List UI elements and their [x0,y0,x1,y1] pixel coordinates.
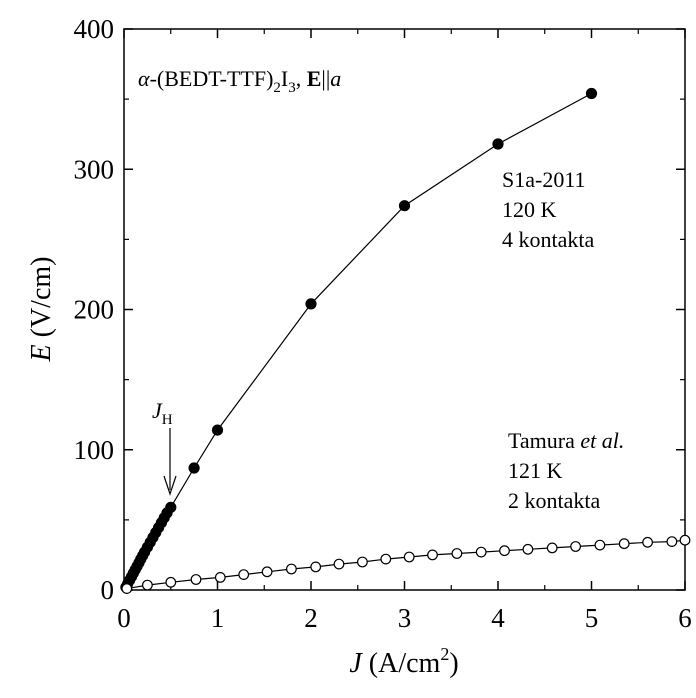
series-2-point [122,584,132,594]
y-axis-title: E (V/cm) [26,257,57,363]
y-tick-label: 400 [74,14,115,44]
x-tick-label: 3 [398,603,412,633]
series-lines [126,94,685,589]
series-2-point [571,542,581,552]
series-2-point [191,575,201,585]
series-points [121,89,690,594]
jh-label: JH [152,398,173,428]
series-2-point [595,540,605,550]
x-tick-label: 6 [678,603,692,633]
series-1-point [166,502,176,512]
series-2-point [428,550,438,560]
series-1-point [400,201,410,211]
series-2-point [381,554,391,564]
series-2-point [287,564,297,574]
series-1-point [306,299,316,309]
series-2-point [143,580,153,590]
sample-temperature: 120 K [502,197,557,222]
y-tick-label: 100 [74,435,115,465]
y-tick-label: 200 [74,295,115,325]
x-axis-title: J (A/cm2) [349,644,458,679]
series-2-point [358,557,368,567]
x-tick-label: 5 [585,603,599,633]
sample-name: S1a-2011 [502,167,586,192]
series-1-point [587,89,597,99]
sample-annotation: S1a-2011 120 K 4 kontakta [502,167,594,252]
series-2-point [500,546,510,556]
series-2-point [166,578,176,588]
series-2-point [667,537,677,547]
series-2-point [239,570,249,580]
reference-temperature: 121 K [508,458,563,483]
series-2-point [404,552,414,562]
plot-frame [124,29,685,590]
x-tick-label: 2 [304,603,318,633]
y-tick-label: 0 [101,575,115,605]
reference-annotation: Tamura et al. 121 K 2 kontakta [508,428,624,513]
sample-contacts: 4 kontakta [502,227,594,252]
series-1-point [493,139,503,149]
series-2-point [216,573,226,583]
series-2-point [547,543,557,553]
reference-contacts: 2 kontakta [508,488,600,513]
y-tick-label: 300 [74,154,115,184]
series-2-point [643,538,653,548]
series-2-point [262,567,272,577]
x-tick-label: 1 [211,603,225,633]
series-1-point [189,463,199,473]
series-2-point [523,545,533,555]
series-2-point [311,562,321,572]
axis-ticks [124,29,685,590]
series-2-point [452,549,462,559]
x-tick-label: 0 [117,603,131,633]
compound-label: α-(BEDT-TTF)2I3, E||a [138,66,341,96]
series-2-point [680,535,690,545]
x-tick-label: 4 [491,603,505,633]
reference-author: Tamura et al. [508,428,624,453]
series-2-point [619,539,629,549]
jh-arrow [164,428,176,494]
series-2-point [476,547,486,557]
series-2-point [334,559,344,569]
series-1-point [213,425,223,435]
